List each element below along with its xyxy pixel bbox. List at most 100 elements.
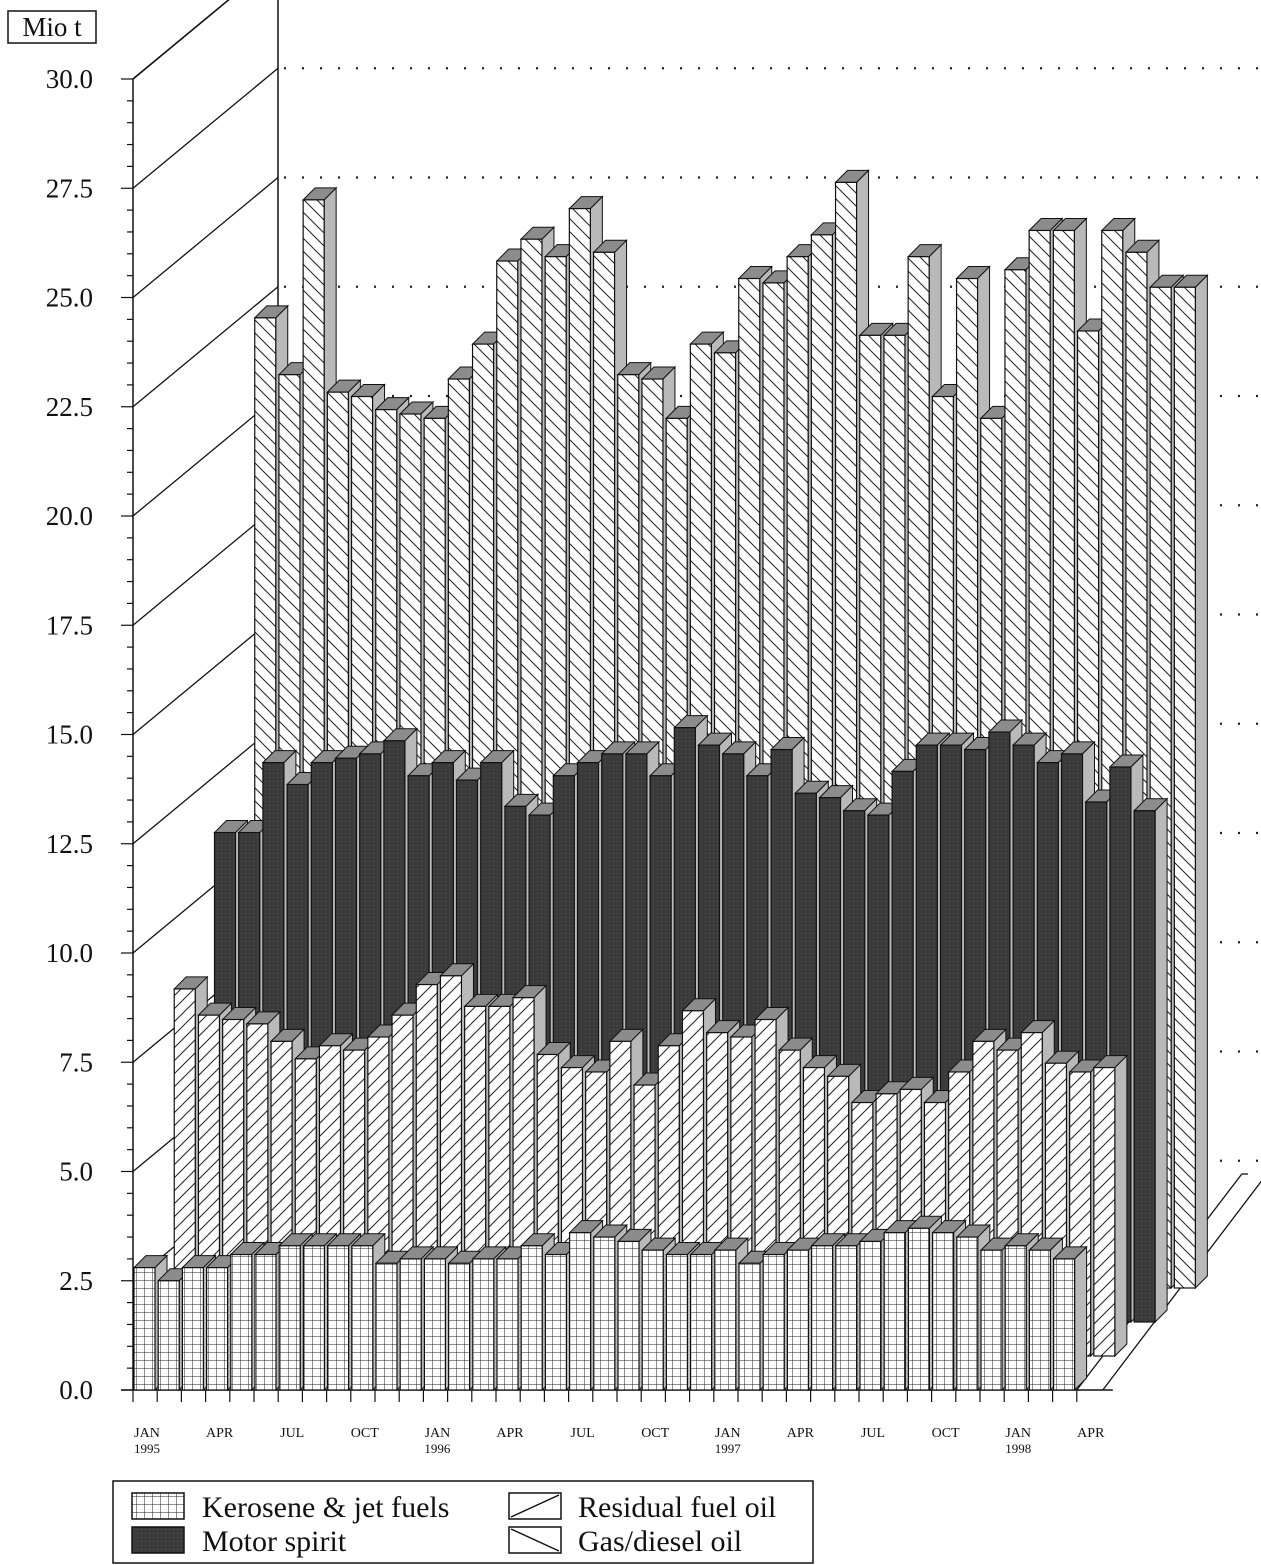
series-kerosene: [132, 1215, 1088, 1392]
y-tick-label: 17.5: [46, 610, 93, 640]
bar-face: [568, 1232, 592, 1391]
x-tick-label-month: APR: [496, 1426, 524, 1441]
x-tick-label-month: OCT: [351, 1426, 379, 1441]
wall-diagonal: [132, 67, 279, 189]
x-tick-label-month: APR: [206, 1426, 234, 1441]
bar-face: [1133, 810, 1156, 1323]
bar-face: [254, 1253, 277, 1391]
bar-face: [907, 1227, 931, 1391]
wall-diagonal: [132, 504, 279, 626]
bar-face: [181, 1267, 204, 1391]
bars: [132, 169, 1209, 1392]
legend-label-residual: Residual fuel oil: [578, 1491, 776, 1524]
x-tick-label-month: OCT: [932, 1426, 960, 1441]
bar-face: [714, 1249, 737, 1391]
y-tick-label: 2.5: [59, 1266, 93, 1296]
x-tick-label-month: JAN: [134, 1426, 160, 1441]
bar-gas-diesel: [1173, 274, 1209, 1290]
unit-label: Mio t: [7, 10, 97, 44]
bar-face: [423, 1258, 446, 1391]
bar-face: [931, 1232, 955, 1391]
legend-label-motor-spirit: Motor spirit: [202, 1525, 347, 1558]
bar-face: [157, 1280, 180, 1391]
y-tick-label: 20.0: [46, 501, 93, 531]
bar-face: [133, 1267, 156, 1391]
bar-face: [302, 1245, 325, 1391]
wall-diagonal: [132, 286, 279, 408]
bar-face: [738, 1262, 761, 1391]
bar-face: [956, 1236, 979, 1391]
bar-face: [351, 1245, 374, 1391]
wall-diagonal: [132, 0, 230, 80]
y-tick-label: 12.5: [46, 829, 93, 859]
wall-diagonal: [132, 395, 279, 517]
bar-side: [1154, 797, 1168, 1324]
bar-face: [762, 1253, 785, 1391]
bar-face: [472, 1258, 495, 1391]
bar-face: [448, 1262, 471, 1391]
legend-swatch-motor-spirit: [131, 1526, 185, 1554]
x-tick-label-month: JAN: [715, 1426, 741, 1441]
y-tick-label: 7.5: [59, 1047, 93, 1077]
bar-face: [230, 1253, 253, 1391]
bar-face: [1028, 1249, 1052, 1391]
bar-motor-spirit: [1132, 797, 1169, 1324]
bar-face: [593, 1236, 616, 1391]
y-tick-label: 22.5: [46, 392, 93, 422]
wall-diagonal: [132, 176, 279, 299]
bar-face: [278, 1245, 301, 1391]
y-tick-label: 5.0: [59, 1157, 93, 1187]
wall-top-edge: [132, 0, 230, 80]
bar-face: [665, 1253, 689, 1391]
x-tick-label-month: APR: [787, 1426, 815, 1441]
bar-face: [641, 1249, 664, 1391]
x-tick-label-year: 1998: [1005, 1441, 1031, 1456]
bar-residual-fuel: [1092, 1054, 1129, 1358]
x-tick-label-month: OCT: [641, 1426, 669, 1441]
legend-label-gasdiesel: Gas/diesel oil: [578, 1525, 742, 1558]
bar-face: [1173, 286, 1196, 1289]
bar-face: [980, 1249, 1003, 1391]
x-tick-label-month: JAN: [1005, 1426, 1031, 1441]
bar-face: [496, 1258, 519, 1391]
wall-diagonal: [132, 613, 279, 736]
bar-face: [617, 1240, 640, 1391]
bar-face: [859, 1240, 882, 1391]
y-tick-label: 0.0: [59, 1375, 93, 1405]
x-tick-label-month: JAN: [425, 1426, 451, 1441]
bar-face: [399, 1258, 422, 1391]
bar-side: [1114, 1054, 1128, 1358]
x-tick-label-month: APR: [1077, 1426, 1105, 1441]
x-tick-label-year: 1996: [424, 1441, 451, 1456]
x-tick-label-year: 1997: [715, 1441, 742, 1456]
legend-swatch-gasdiesel-mark: [510, 1528, 560, 1552]
bar-kerosene: [1052, 1245, 1088, 1392]
unit-label-text: Mio t: [22, 12, 82, 42]
bar-side: [1194, 274, 1208, 1290]
x-tick-label-month: JUL: [571, 1426, 595, 1441]
bar-face: [1093, 1066, 1116, 1357]
unit-label-box: [7, 10, 97, 44]
legend-frame: [112, 1480, 814, 1564]
legend-swatch-residual-mark: [510, 1494, 560, 1518]
bar-side: [1074, 1245, 1088, 1392]
y-tick-label: 25.0: [46, 283, 93, 313]
y-tick-label: 15.0: [46, 720, 93, 750]
bar-face: [544, 1253, 568, 1391]
bar-face: [689, 1253, 713, 1391]
bar-face: [520, 1245, 543, 1391]
bar-face: [835, 1245, 858, 1391]
bar-face: [1004, 1245, 1027, 1391]
bar-face: [786, 1249, 810, 1391]
legend-swatch-kerosene: [131, 1492, 185, 1520]
legend: Kerosene & jet fuels Motor spirit Residu…: [112, 1480, 814, 1564]
bar-face: [327, 1245, 350, 1391]
bar-face: [206, 1267, 229, 1391]
bar-face: [375, 1262, 398, 1391]
legend-label-kerosene: Kerosene & jet fuels: [202, 1491, 449, 1524]
x-tick-label-month: JUL: [861, 1426, 885, 1441]
wall-diagonal: [132, 723, 279, 845]
x-tick-label-month: JUL: [280, 1426, 304, 1441]
